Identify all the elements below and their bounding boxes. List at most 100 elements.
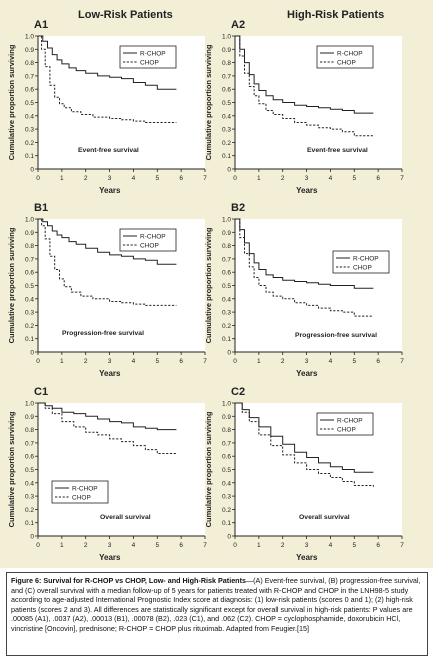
survival-type-annotation: Overall survival — [299, 514, 350, 521]
legend-box — [316, 45, 374, 69]
y-tick-label: 0.1 — [25, 153, 34, 160]
y-tick-label: 0.8 — [25, 243, 34, 250]
y-tick-label: 0.1 — [222, 336, 231, 343]
y-tick-label: 0.3 — [25, 310, 34, 317]
y-tick-label: 0.6 — [222, 87, 231, 94]
series-line-chop — [38, 35, 177, 123]
legend: R-CHOP CHOP — [316, 412, 374, 436]
legend: R-CHOP CHOP — [316, 45, 374, 69]
chart-b1: 0 0.1 0.2 0.3 0.4 0.5 0.6 0.7 0.8 0.9 1.0 0 1 2 3 4 5 6 7 Y… — [7, 202, 207, 378]
legend: R-CHOP CHOP — [119, 228, 177, 252]
y-tick-label: 0.2 — [25, 323, 34, 330]
chart-c1: 0 0.1 0.2 0.3 0.4 0.5 0.6 0.7 0.8 0.9 1.0 0 1 2 3 4 5 6 7 Y… — [7, 386, 207, 562]
series-line-r-chop — [235, 35, 374, 114]
figure-caption: Figure 6: Survival for R-CHOP vs CHOP, L… — [6, 572, 428, 656]
x-tick-label: 6 — [179, 358, 183, 365]
x-tick-label: 2 — [281, 358, 285, 365]
legend-label: R-CHOP — [140, 51, 166, 58]
x-tick-label: 5 — [155, 175, 159, 182]
legend-label: CHOP — [337, 60, 356, 67]
x-tick-label: 2 — [84, 175, 88, 182]
survival-type-annotation: Progression-free survival — [295, 332, 377, 339]
y-tick-label: 0 — [227, 534, 231, 541]
x-tick-label: 2 — [281, 175, 285, 182]
x-tick-label: 4 — [132, 358, 136, 365]
caption-text: —(A) Event-free survival, (B) progressio… — [11, 576, 421, 633]
survival-type-annotation: Event-free survival — [78, 147, 139, 154]
x-tick-label: 5 — [155, 542, 159, 549]
y-tick-label: 0.7 — [25, 256, 34, 263]
x-tick-label: 6 — [376, 542, 380, 549]
legend-label: CHOP — [140, 60, 159, 67]
chart-c2: 0 0.1 0.2 0.3 0.4 0.5 0.6 0.7 0.8 0.9 1.0 0 1 2 3 4 5 6 7 Y… — [204, 386, 404, 562]
y-tick-label: 0.2 — [222, 507, 231, 514]
survival-type-annotation: Progression-free survival — [62, 330, 144, 337]
legend-label: CHOP — [140, 243, 159, 250]
x-tick-label: 1 — [60, 175, 64, 182]
legend-box — [119, 228, 177, 252]
x-tick-label: 3 — [108, 542, 112, 549]
y-axis-label: Cumulative proportion surviving — [204, 411, 213, 527]
y-tick-label: 0.9 — [25, 414, 34, 421]
y-tick-label: 0.5 — [25, 283, 34, 290]
x-tick-label: 4 — [329, 358, 333, 365]
x-tick-label: 0 — [233, 358, 237, 365]
chart-b2: 0 0.1 0.2 0.3 0.4 0.5 0.6 0.7 0.8 0.9 1.0 0 1 2 3 4 5 6 7 Y… — [204, 202, 404, 378]
y-tick-label: 0.8 — [222, 60, 231, 67]
panel-label: B2 — [231, 202, 245, 214]
x-axis-label: Years — [99, 369, 121, 378]
x-tick-label: 1 — [257, 175, 261, 182]
y-tick-label: 0.6 — [25, 87, 34, 94]
x-tick-label: 0 — [36, 175, 40, 182]
figure-panel: Low-Risk Patients High-Risk Patients 0 0.… — [0, 0, 433, 568]
series-line-chop — [38, 402, 177, 454]
y-tick-label: 0.1 — [222, 153, 231, 160]
panel-label: A2 — [231, 19, 245, 31]
y-tick-label: 1.0 — [25, 34, 34, 41]
x-axis-label: Years — [296, 186, 318, 195]
y-tick-label: 0 — [227, 167, 231, 174]
legend-label: CHOP — [353, 265, 372, 272]
column-header-low-risk: Low-Risk Patients — [78, 9, 173, 21]
x-axis-label: Years — [296, 553, 318, 562]
y-tick-label: 0.3 — [222, 127, 231, 134]
y-tick-label: 0.7 — [25, 440, 34, 447]
x-tick-label: 0 — [36, 358, 40, 365]
x-tick-label: 3 — [108, 358, 112, 365]
chart-a2: 0 0.1 0.2 0.3 0.4 0.5 0.6 0.7 0.8 0.9 1.0 0 1 2 3 4 5 6 7 Y… — [204, 19, 404, 195]
y-tick-label: 0 — [30, 167, 34, 174]
legend-box — [51, 480, 109, 504]
x-tick-label: 7 — [203, 542, 207, 549]
y-tick-label: 0.4 — [222, 296, 231, 303]
y-tick-label: 1.0 — [222, 401, 231, 408]
y-tick-label: 1.0 — [25, 217, 34, 224]
legend: R-CHOP CHOP — [119, 45, 177, 69]
legend-label: CHOP — [337, 427, 356, 434]
x-tick-label: 5 — [352, 542, 356, 549]
y-tick-label: 0.5 — [222, 283, 231, 290]
y-tick-label: 0.6 — [222, 454, 231, 461]
y-tick-label: 0 — [227, 350, 231, 357]
y-axis-label: Cumulative proportion surviving — [7, 411, 16, 527]
x-tick-label: 3 — [305, 542, 309, 549]
y-tick-label: 0.7 — [222, 73, 231, 80]
x-tick-label: 0 — [233, 175, 237, 182]
x-tick-label: 7 — [203, 358, 207, 365]
y-tick-label: 0 — [30, 350, 34, 357]
y-tick-label: 0.4 — [222, 113, 231, 120]
y-tick-label: 0.9 — [222, 47, 231, 54]
y-tick-label: 0.4 — [25, 113, 34, 120]
y-tick-label: 0.7 — [222, 440, 231, 447]
chart-a1: 0 0.1 0.2 0.3 0.4 0.5 0.6 0.7 0.8 0.9 1.0 0 1 2 3 4 5 6 7 Y… — [7, 19, 207, 195]
series-line-r-chop — [235, 218, 374, 289]
legend-label: CHOP — [72, 495, 91, 502]
y-tick-label: 1.0 — [25, 401, 34, 408]
x-tick-label: 6 — [179, 175, 183, 182]
legend-box — [316, 412, 374, 436]
y-tick-label: 0.4 — [25, 296, 34, 303]
x-tick-label: 3 — [305, 175, 309, 182]
legend: R-CHOP CHOP — [332, 250, 390, 274]
x-tick-label: 2 — [84, 542, 88, 549]
y-tick-label: 0.9 — [25, 230, 34, 237]
x-tick-label: 4 — [132, 542, 136, 549]
